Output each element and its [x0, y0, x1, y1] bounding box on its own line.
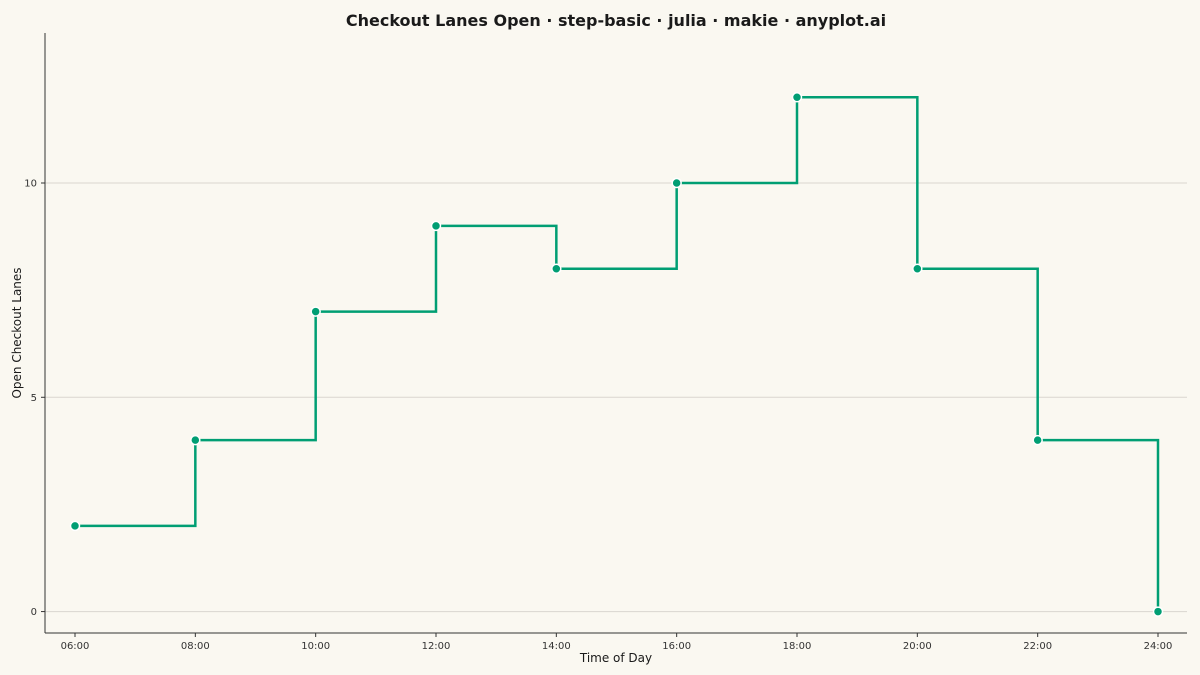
series-step-line: [75, 96, 1160, 612]
x-tick-label: 14:00: [542, 641, 571, 652]
x-tick-label: 22:00: [1023, 641, 1052, 652]
x-tick-label: 06:00: [61, 641, 90, 652]
gridlines: [45, 182, 1187, 613]
axes: [44, 33, 1187, 634]
chart-title: Checkout Lanes Open · step-basic · julia…: [346, 11, 886, 30]
y-tick-label: 5: [31, 393, 37, 404]
y-axis-ticks: 0 5 10: [24, 179, 45, 618]
data-point-1000: [310, 306, 321, 317]
series-points: [69, 92, 1164, 617]
x-tick-label: 16:00: [662, 641, 691, 652]
x-tick-label: 12:00: [422, 641, 451, 652]
y-tick-label: 10: [24, 179, 37, 190]
data-point-2200: [1032, 434, 1043, 446]
x-axis-label: Time of Day: [579, 651, 652, 665]
data-point-0800: [190, 434, 201, 446]
data-point-1600: [671, 177, 682, 189]
data-point-2000: [912, 263, 923, 274]
x-tick-label: 10:00: [301, 641, 330, 652]
y-axis-label: Open Checkout Lanes: [10, 267, 24, 398]
x-tick-label: 24:00: [1144, 641, 1173, 652]
y-tick-label: 0: [31, 607, 37, 618]
data-point-1800: [791, 92, 803, 103]
x-axis-ticks: 06:00 08:00 10:00 12:00 14:00 16:00 18:00 20:00…: [61, 633, 1173, 652]
data-point-0600: [69, 520, 81, 532]
data-point-2400: [1152, 606, 1164, 617]
x-tick-label: 08:00: [181, 641, 210, 652]
data-point-1400: [551, 263, 562, 274]
x-tick-label: 18:00: [783, 641, 812, 652]
x-tick-label: 20:00: [903, 641, 932, 652]
data-point-1200: [430, 220, 442, 232]
